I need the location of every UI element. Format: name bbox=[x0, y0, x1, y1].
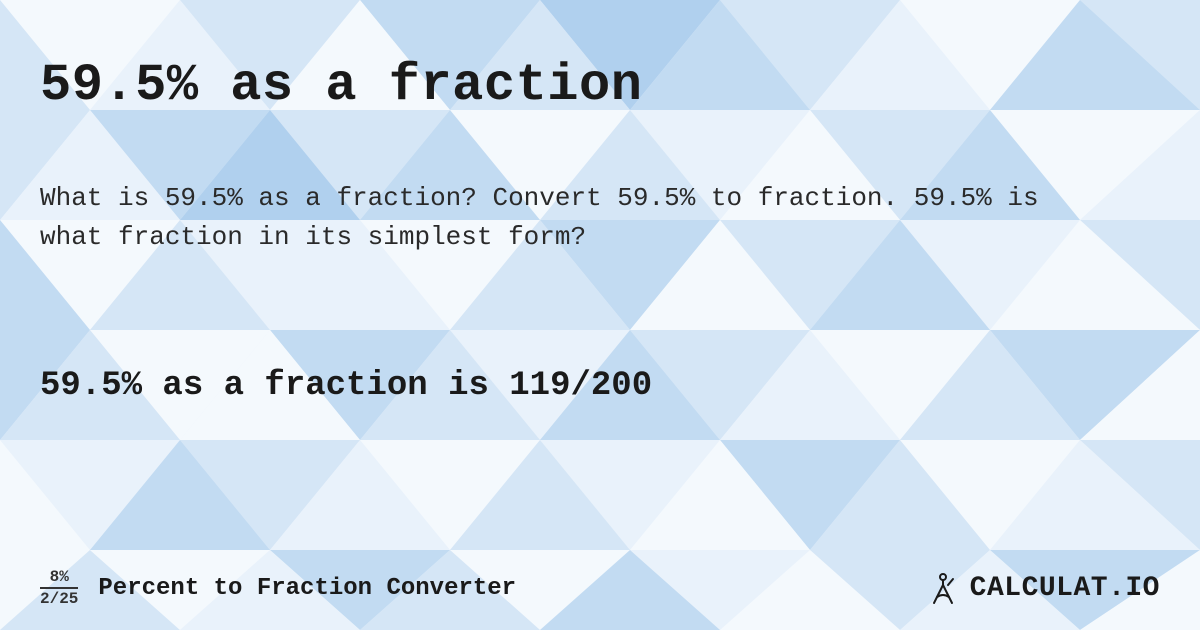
brand: CALCULAT.IO bbox=[926, 571, 1160, 605]
question-text: What is 59.5% as a fraction? Convert 59.… bbox=[40, 179, 1090, 257]
footer: 8% 2/25 Percent to Fraction Converter CA… bbox=[0, 546, 1200, 630]
percent-fraction-icon: 8% 2/25 bbox=[40, 568, 78, 608]
main-content: 59.5% as a fraction What is 59.5% as a f… bbox=[0, 0, 1200, 630]
mini-bottom: 2/25 bbox=[40, 587, 78, 608]
answer-text: 59.5% as a fraction is 119/200 bbox=[40, 367, 1160, 405]
page-title: 59.5% as a fraction bbox=[40, 56, 1160, 115]
footer-left: 8% 2/25 Percent to Fraction Converter bbox=[40, 568, 516, 608]
brand-name: CALCULAT.IO bbox=[970, 573, 1160, 604]
mini-top: 8% bbox=[50, 568, 69, 586]
converter-label: Percent to Fraction Converter bbox=[98, 575, 516, 602]
compass-icon bbox=[926, 571, 960, 605]
